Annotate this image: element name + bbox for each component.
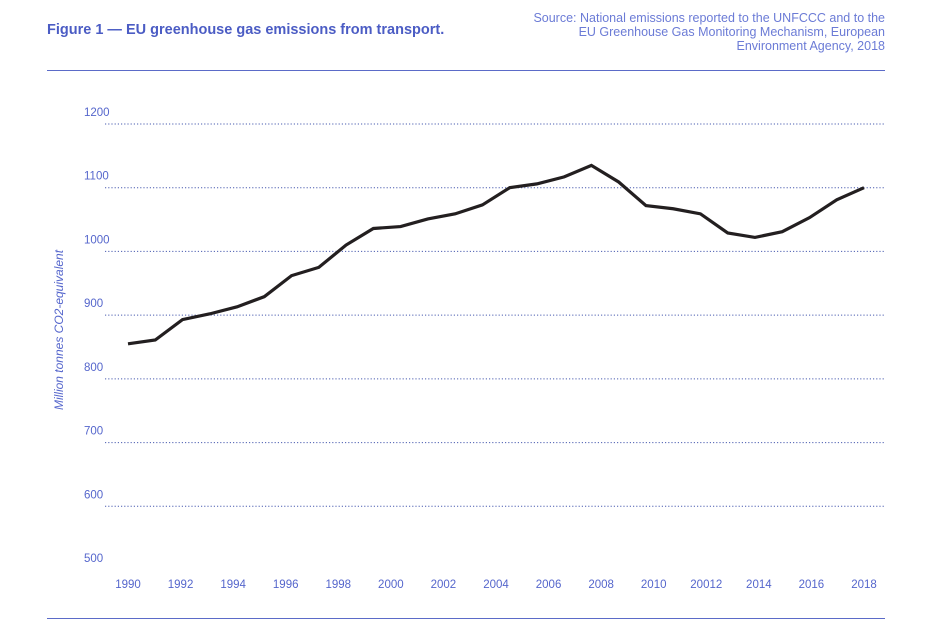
bottom-divider (47, 618, 885, 619)
y-tick-label: 600 (84, 489, 103, 501)
x-tick-label: 1996 (273, 579, 299, 591)
y-tick-label: 1200 (84, 107, 110, 119)
y-tick-label: 1100 (84, 171, 109, 183)
x-tick-label: 2010 (641, 579, 667, 591)
y-tick-label: 900 (84, 298, 103, 310)
x-tick-label: 2014 (746, 579, 772, 591)
x-tick-label: 2006 (536, 579, 562, 591)
x-tick-label: 2002 (431, 579, 457, 591)
x-tick-label: 2008 (588, 579, 614, 591)
x-tick-label: 1992 (168, 579, 194, 591)
y-tick-label: 1000 (84, 234, 110, 246)
x-tick-label: 1994 (220, 579, 246, 591)
x-tick-label: 2018 (851, 579, 877, 591)
series-line (127, 163, 865, 346)
x-tick-label: 2016 (799, 579, 825, 591)
x-tick-label: 1998 (325, 579, 351, 591)
x-tick-label: 20012 (690, 579, 722, 591)
top-divider (47, 70, 885, 71)
y-tick-label: 500 (84, 553, 103, 565)
source-note: Source: National emissions reported to t… (533, 11, 885, 53)
x-tick-label: 2004 (483, 579, 509, 591)
figure-title: Figure 1 — EU greenhouse gas emissions f… (47, 22, 445, 38)
y-axis-label: Million tonnes CO2-equivalent (52, 249, 66, 410)
x-tick-label: 2000 (378, 579, 404, 591)
y-tick-label: 800 (84, 362, 103, 374)
y-tick-label: 700 (84, 426, 103, 438)
x-tick-label: 1990 (115, 579, 141, 591)
